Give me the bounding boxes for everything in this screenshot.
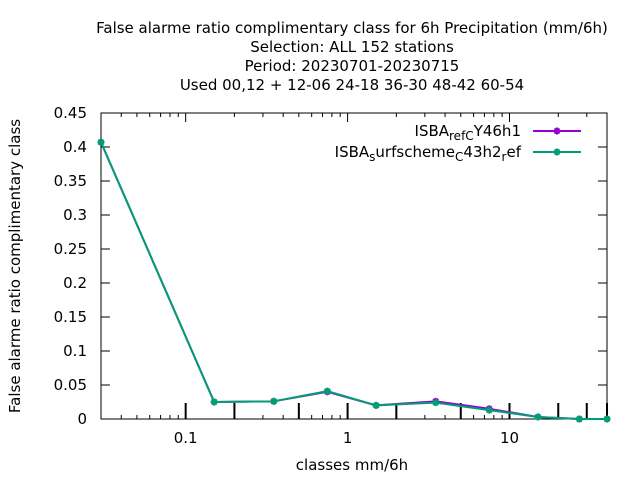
series-line	[100, 141, 607, 420]
x-tick-label: 10	[500, 429, 519, 447]
series-line	[100, 141, 607, 420]
y-tick-label: 0	[77, 410, 87, 428]
legend-label: ISBArefCY46h1	[415, 122, 521, 143]
y-axis: 0 0.05 0.1 0.15 0.2 0.25 0.3 0.35 0.4 0.45	[54, 104, 607, 428]
y-tick-label: 0.2	[63, 274, 87, 292]
y-tick-label: 0.45	[54, 104, 87, 122]
y-tick-label: 0.4	[63, 138, 87, 156]
y-tick-label: 0.05	[54, 376, 87, 394]
legend-entry: ISBAsurfschemeC43h2ref	[335, 143, 581, 164]
x-axis: 0.1 1 10	[100, 113, 608, 447]
y-tick-label: 0.3	[63, 206, 87, 224]
data-point	[372, 401, 380, 409]
data-point	[270, 397, 278, 405]
data-point	[432, 399, 440, 407]
title-line: False alarme ratio complimentary class f…	[96, 19, 608, 37]
chart-title: False alarme ratio complimentary class f…	[96, 19, 608, 94]
legend-label: ISBAsurfschemeC43h2ref	[335, 143, 522, 164]
data-point	[575, 415, 583, 423]
y-tick-label: 0.25	[54, 240, 87, 258]
data-point	[603, 415, 611, 423]
title-line: Used 00,12 + 12-06 24-18 36-30 48-42 60-…	[180, 76, 524, 94]
y-axis-label: False alarme ratio complimentary class	[6, 119, 24, 413]
series-lines	[97, 138, 611, 423]
x-tick-label: 1	[343, 429, 353, 447]
x-tick-label: 0.1	[174, 429, 198, 447]
x-axis-label: classes mm/6h	[296, 456, 408, 474]
plot-frame	[100, 112, 608, 420]
data-point	[210, 398, 218, 406]
y-tick-label: 0.15	[54, 308, 87, 326]
data-point	[97, 138, 105, 146]
title-line: Period: 20230701-20230715	[245, 57, 460, 75]
y-tick-label: 0.1	[63, 342, 87, 360]
legend-entry: ISBArefCY46h1	[415, 122, 581, 143]
data-point	[485, 406, 493, 414]
data-point	[323, 387, 331, 395]
data-point	[534, 413, 542, 421]
title-line: Selection: ALL 152 stations	[250, 38, 454, 56]
y-tick-label: 0.35	[54, 172, 87, 190]
